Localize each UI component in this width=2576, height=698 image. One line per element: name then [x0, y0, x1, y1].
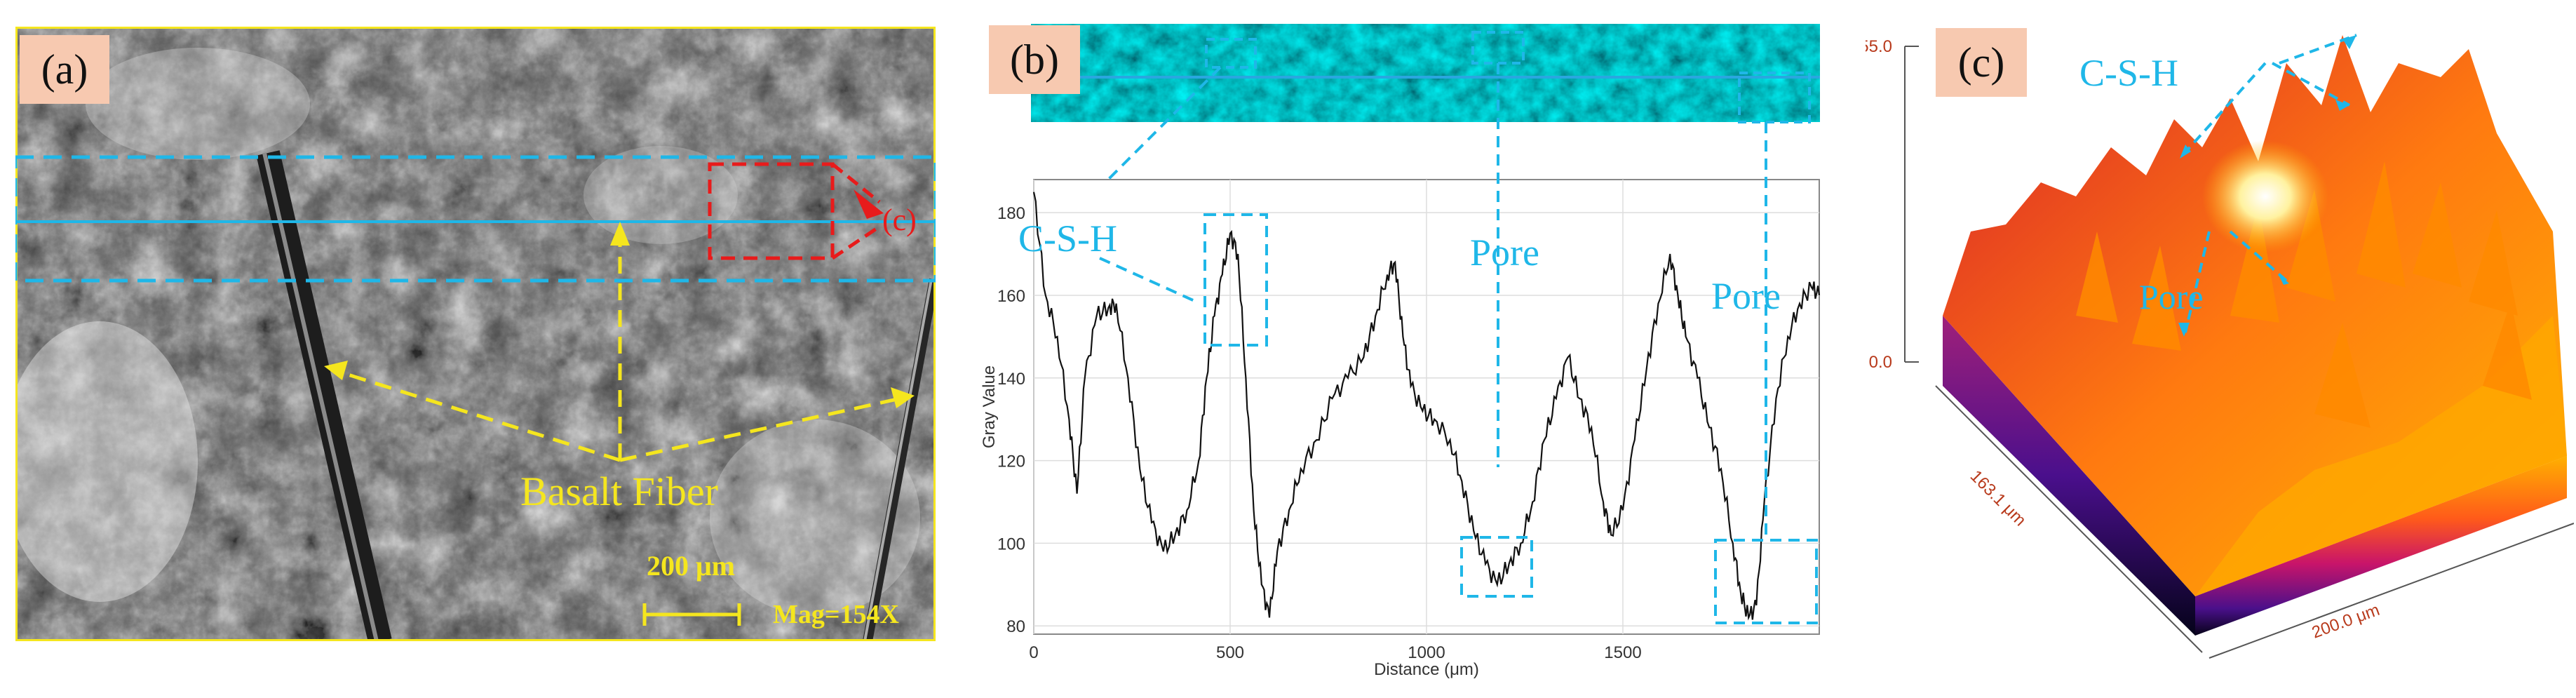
scale-bar-label: 200 μm [647, 550, 735, 582]
panel-a: (c) Basalt Fiber 200 μm Mag=154X (a) [1, 27, 939, 644]
gray-profile-panel: 80 100 120 140 160 180 0 500 1000 1500 Distance … [980, 24, 1821, 679]
y-tick-label: 100 [997, 535, 1025, 553]
basalt-fiber-1 [256, 150, 392, 644]
roi-box [708, 162, 835, 260]
y-tick-label: 180 [997, 204, 1025, 223]
z-min-label: 0.0 [1869, 353, 1892, 372]
pore-label-c: Pore [2139, 277, 2204, 316]
x-tick-label: 0 [1029, 643, 1038, 662]
panel-c-tag: (c) [1936, 28, 2027, 97]
y-axis-label: Gray Value [982, 365, 999, 448]
y-tick-label: 160 [997, 287, 1025, 306]
y-tick-label: 120 [997, 452, 1025, 471]
pore-label-b1: Pore [1470, 231, 1539, 274]
panel-a-tag: (a) [20, 35, 109, 104]
sem-micrograph-a: (c) Basalt Fiber 200 μm Mag=154X [1, 27, 939, 644]
pore-label-b2: Pore [1711, 275, 1781, 317]
z-max-label: 255.0 [1866, 37, 1892, 56]
roi-label: (c) [882, 203, 917, 237]
csh-label-c: C-S-H [2079, 52, 2178, 94]
x-tick-label: 1500 [1604, 643, 1641, 662]
basalt-fiber-2 [863, 278, 939, 643]
panel-b: 80 100 120 140 160 180 0 500 1000 1500 Distance … [980, 14, 1845, 687]
y-axis-label-c: 163.1 μm [1967, 467, 2030, 530]
cyan-strip [1031, 24, 1820, 123]
x-tick-label: 1000 [1408, 643, 1445, 662]
gray-value-line [1032, 192, 1821, 621]
panel-b-tag: (b) [989, 25, 1080, 94]
magnification-label: Mag=154X [773, 600, 899, 629]
y-tick-label: 80 [1006, 617, 1025, 636]
surface-plot-3d: 255.0 0.0 163.1 μm 200.0 μm [1850, 34, 2575, 659]
panel-c: 255.0 0.0 163.1 μm 200.0 μm [1850, 21, 2575, 694]
x-axis-label-c: 200.0 μm [2309, 600, 2382, 643]
basalt-fiber-label: Basalt Fiber [520, 469, 718, 514]
x-tick-label: 500 [1216, 643, 1244, 662]
y-tick-label: 140 [997, 370, 1025, 389]
profile-annotations [1099, 63, 1818, 624]
csh-label-b: C-S-H [1018, 217, 1117, 260]
x-axis-label: Distance (μm) [1374, 660, 1479, 679]
